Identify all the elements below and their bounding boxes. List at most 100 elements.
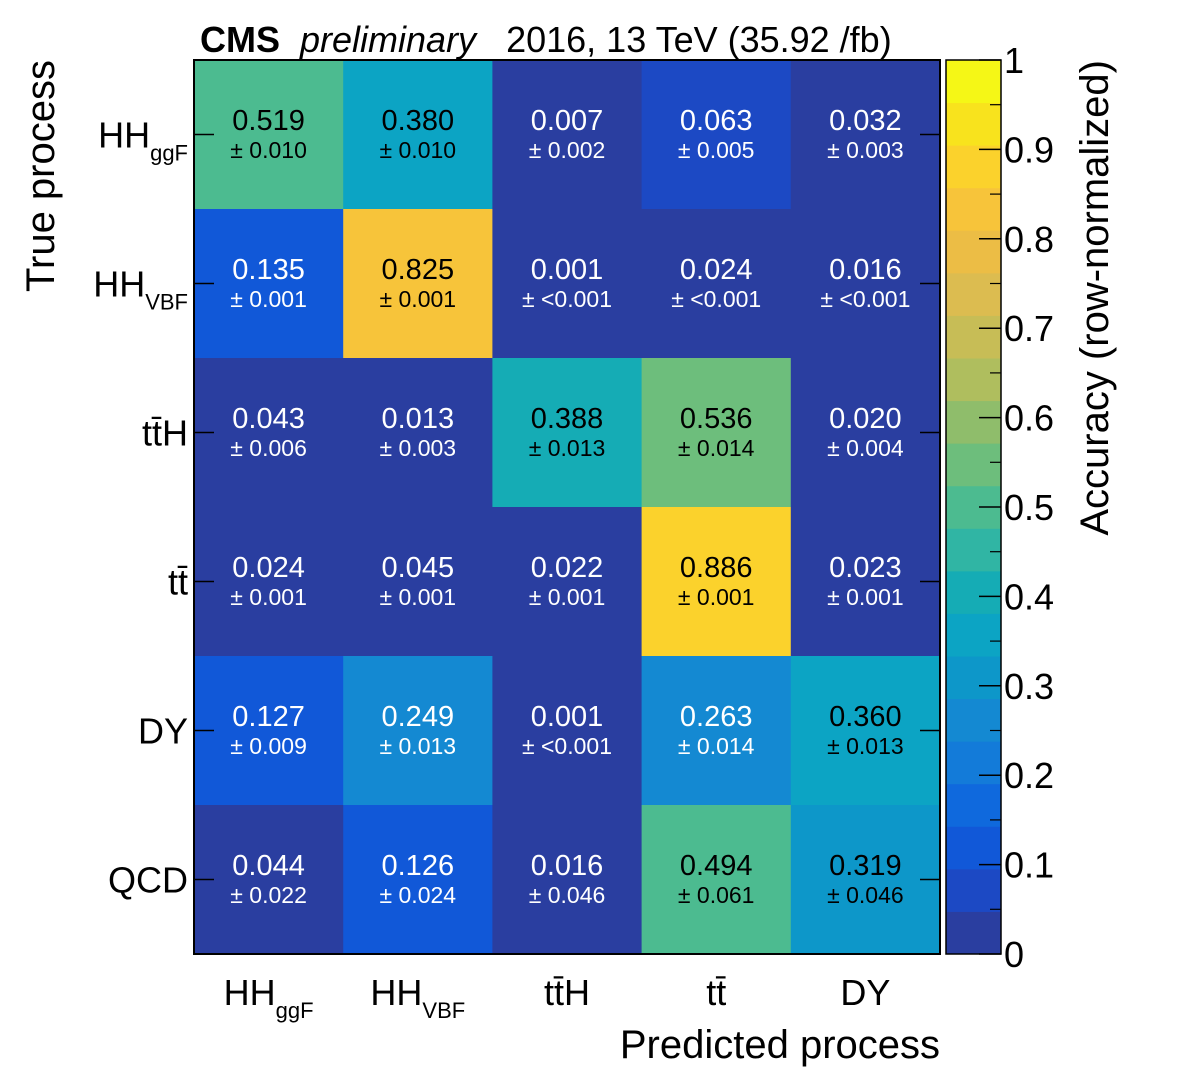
cell-uncertainty-label: ± <0.001 bbox=[522, 286, 612, 312]
cell-value-label: 0.319 bbox=[829, 850, 902, 882]
colorbar-tick-label: 0.3 bbox=[1004, 666, 1054, 707]
cell-value-label: 0.024 bbox=[680, 254, 753, 286]
colorbar-band bbox=[946, 400, 1001, 444]
cell-value-label: 0.020 bbox=[829, 403, 902, 435]
heatmap-cell bbox=[790, 507, 941, 657]
cell-uncertainty-label: ± 0.001 bbox=[380, 286, 457, 312]
cell-value-label: 0.886 bbox=[680, 552, 753, 584]
cell-value-label: 0.007 bbox=[531, 105, 604, 137]
cell-uncertainty-label: ± 0.001 bbox=[380, 584, 457, 610]
heatmap-cell bbox=[194, 358, 344, 508]
colorbar-tick-label: 0.9 bbox=[1004, 129, 1054, 170]
x-tick-label: HHVBF bbox=[370, 972, 465, 1023]
heatmap-cell bbox=[343, 805, 493, 955]
colorbar-tick-label: 0.5 bbox=[1004, 487, 1054, 528]
cell-value-label: 0.023 bbox=[829, 552, 902, 584]
heatmap-cell bbox=[790, 805, 941, 955]
cell-uncertainty-label: ± 0.013 bbox=[827, 733, 904, 759]
preliminary-label: preliminary bbox=[299, 19, 478, 60]
heatmap-cell bbox=[194, 805, 344, 955]
colorbar-band bbox=[946, 443, 1001, 487]
colorbar-tick-label: 0.6 bbox=[1004, 398, 1054, 439]
cell-uncertainty-label: ± 0.046 bbox=[827, 882, 904, 908]
colorbar-band bbox=[946, 613, 1001, 657]
y-tick-label: HHggF bbox=[98, 115, 188, 166]
y-tick-labels: HHggF HHVBF tt̄H tt̄ DY QCD bbox=[93, 115, 188, 901]
heatmap-cell bbox=[492, 209, 643, 359]
cell-uncertainty-label: ± 0.001 bbox=[230, 286, 307, 312]
y-tick-label: QCD bbox=[108, 860, 188, 901]
cell-uncertainty-label: ± <0.001 bbox=[522, 733, 612, 759]
heatmap-cell bbox=[343, 358, 493, 508]
cell-uncertainty-label: ± 0.002 bbox=[529, 137, 606, 163]
cell-uncertainty-label: ± 0.003 bbox=[380, 435, 457, 461]
colorbar-tick-label: 1 bbox=[1004, 40, 1024, 81]
colorbar-band bbox=[946, 102, 1001, 146]
chart-header: CMS preliminary 2016, 13 TeV (35.92 /fb) bbox=[200, 19, 892, 60]
heatmap-cells bbox=[194, 60, 941, 955]
cell-uncertainty-label: ± 0.003 bbox=[827, 137, 904, 163]
colorbar-tick-label: 0.2 bbox=[1004, 755, 1054, 796]
colorbar-band bbox=[946, 741, 1001, 785]
heatmap-cell bbox=[641, 358, 792, 508]
colorbar-band bbox=[946, 315, 1001, 359]
heatmap-cell bbox=[790, 656, 941, 806]
y-tick-label: tt̄H bbox=[142, 413, 188, 454]
x-tick-label: tt̄ bbox=[706, 972, 726, 1013]
cell-value-label: 0.126 bbox=[382, 850, 455, 882]
cell-uncertainty-label: ± 0.001 bbox=[678, 584, 755, 610]
cell-value-label: 0.044 bbox=[232, 850, 305, 882]
y-tick-label: HHVBF bbox=[93, 264, 188, 315]
x-tick-label: HHggF bbox=[224, 972, 314, 1023]
colorbar-band bbox=[946, 145, 1001, 189]
colorbar-band bbox=[946, 656, 1001, 700]
cell-value-label: 0.360 bbox=[829, 701, 902, 733]
cell-uncertainty-label: ± 0.013 bbox=[380, 733, 457, 759]
cell-value-label: 0.022 bbox=[531, 552, 604, 584]
y-tick-label: tt̄ bbox=[168, 562, 188, 603]
colorbar-tick-label: 0.8 bbox=[1004, 219, 1054, 260]
heatmap-cell bbox=[194, 507, 344, 657]
y-tick-label: DY bbox=[138, 711, 188, 752]
cell-uncertainty-label: ± 0.022 bbox=[230, 882, 307, 908]
cell-value-label: 0.016 bbox=[829, 254, 902, 286]
cell-uncertainty-label: ± 0.014 bbox=[678, 435, 755, 461]
colorbar-band bbox=[946, 826, 1001, 870]
cell-uncertainty-label: ± <0.001 bbox=[671, 286, 761, 312]
heatmap-cell bbox=[641, 209, 792, 359]
cell-value-label: 0.263 bbox=[680, 701, 753, 733]
colorbar-tick-label: 0.1 bbox=[1004, 845, 1054, 886]
colorbar-band bbox=[946, 911, 1001, 955]
heatmap-cell bbox=[790, 358, 941, 508]
heatmap-cell bbox=[492, 656, 643, 806]
heatmap-cell bbox=[492, 805, 643, 955]
cell-uncertainty-label: ± 0.005 bbox=[678, 137, 755, 163]
heatmap-cell bbox=[492, 60, 643, 210]
cell-uncertainty-label: ± 0.009 bbox=[230, 733, 307, 759]
cell-value-label: 0.032 bbox=[829, 105, 902, 137]
cell-uncertainty-label: ± 0.024 bbox=[380, 882, 457, 908]
cell-value-label: 0.001 bbox=[531, 254, 604, 286]
cell-value-label: 0.825 bbox=[382, 254, 455, 286]
cell-uncertainty-label: ± 0.001 bbox=[230, 584, 307, 610]
heatmap-cell bbox=[790, 209, 941, 359]
cell-uncertainty-label: ± 0.004 bbox=[827, 435, 904, 461]
cell-value-label: 0.063 bbox=[680, 105, 753, 137]
heatmap-cell bbox=[343, 60, 493, 210]
colorbar-band bbox=[946, 698, 1001, 742]
colorbar-tick-label: 0 bbox=[1004, 934, 1024, 975]
cell-value-label: 0.388 bbox=[531, 403, 604, 435]
cell-uncertainty-label: ± 0.014 bbox=[678, 733, 755, 759]
colorbar-tick-label: 0.4 bbox=[1004, 576, 1054, 617]
heatmap-cell bbox=[492, 507, 643, 657]
heatmap-cell bbox=[790, 60, 941, 210]
plot-frame bbox=[193, 59, 941, 955]
colorbar-title: Accuracy (row-normalized) bbox=[1073, 60, 1117, 536]
colorbar-band bbox=[946, 358, 1001, 402]
cell-uncertainty-label: ± <0.001 bbox=[820, 286, 910, 312]
cell-value-label: 0.380 bbox=[382, 105, 455, 137]
heatmap-cell bbox=[194, 209, 344, 359]
colorbar-tick-label: 0.7 bbox=[1004, 308, 1054, 349]
x-tick-label: tt̄H bbox=[544, 972, 590, 1013]
